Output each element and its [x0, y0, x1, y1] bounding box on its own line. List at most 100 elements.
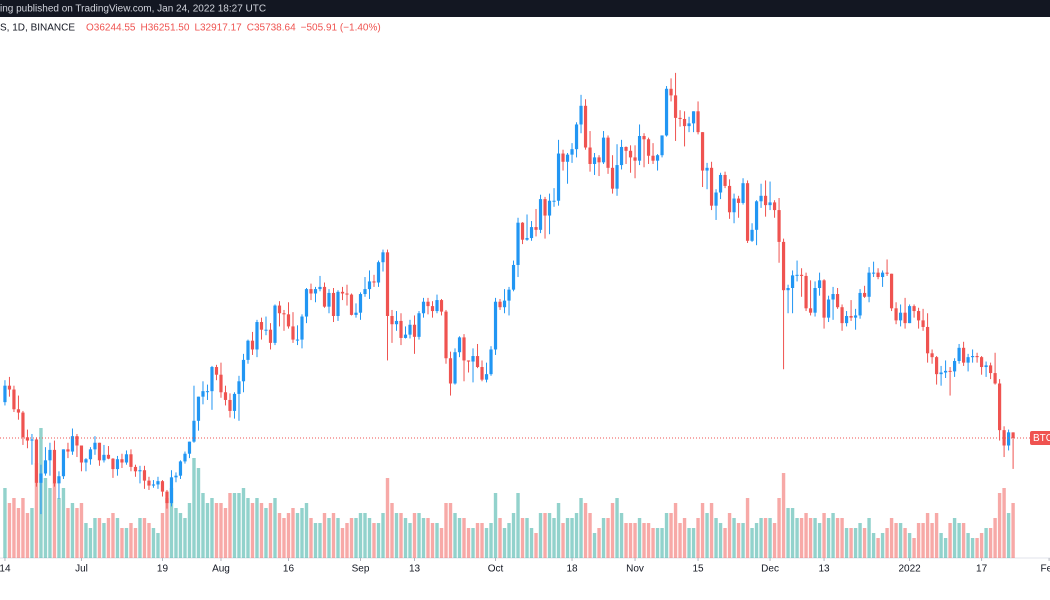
candle-body [822, 280, 826, 318]
volume-bar [601, 518, 606, 558]
candle-body [768, 202, 772, 206]
volume-bar [462, 518, 466, 558]
volume-bar [903, 528, 907, 558]
volume-bar [606, 518, 610, 558]
volume-bar [16, 508, 21, 558]
candle-body [471, 356, 475, 362]
volume-bar [862, 528, 867, 558]
volume-bar [313, 523, 318, 558]
volume-bar [201, 493, 205, 558]
volume-bar [475, 523, 480, 558]
x-tick-label: 13 [819, 564, 831, 575]
candle-body [1011, 432, 1015, 438]
volume-bar [561, 523, 565, 558]
volume-bar [930, 523, 934, 558]
candle-body [160, 481, 165, 492]
volume-bar [507, 523, 511, 558]
volume-bar [660, 528, 664, 558]
candle-body [727, 185, 732, 213]
volume-bar [520, 518, 525, 558]
candle-body [763, 195, 768, 206]
volume-bar [259, 503, 264, 558]
volume-bar [214, 503, 219, 558]
volume-bar [921, 523, 925, 558]
volume-bar [853, 528, 858, 558]
volume-bar [403, 518, 408, 558]
candle-body [714, 192, 718, 206]
volume-bar [183, 518, 187, 558]
candle-body [417, 313, 421, 337]
ohlc-label: −505.91 (−1.40%) [301, 23, 381, 34]
candle-body [88, 449, 93, 460]
volume-bar [340, 528, 345, 558]
candle-body [97, 442, 102, 461]
candle-body [678, 117, 682, 119]
x-tick-label: Feb [1040, 564, 1050, 575]
candle-body [300, 316, 304, 340]
candle-body [340, 291, 345, 294]
volume-bar [642, 523, 646, 558]
volume-bar [637, 518, 642, 558]
x-tick-label: Aug [212, 564, 230, 575]
x-tick-label: 13 [409, 564, 421, 575]
candle-body [817, 280, 822, 288]
candle-body [732, 198, 736, 213]
candle-body [1002, 430, 1006, 446]
candle-body [511, 264, 516, 290]
candle-body [318, 286, 322, 290]
volume-bar [255, 498, 259, 558]
volume-bar [219, 503, 223, 558]
candle-body [66, 449, 70, 452]
candle-body [169, 477, 174, 504]
candle-body [709, 167, 714, 206]
candle-body [34, 439, 39, 483]
volume-bar [804, 513, 808, 558]
volume-bar [295, 513, 300, 558]
volume-bar [529, 528, 534, 558]
candle-body [655, 155, 660, 161]
candle-body [187, 441, 192, 454]
candle-body [975, 356, 979, 358]
candle-body [862, 292, 867, 297]
candle-body [984, 365, 988, 368]
volume-bar [124, 528, 129, 558]
volume-bar [304, 503, 309, 558]
candle-body [534, 227, 538, 230]
volume-bar [457, 518, 462, 558]
volume-bar [156, 533, 160, 558]
candle-body [997, 383, 1002, 431]
candle-body [12, 389, 16, 410]
candle-body [70, 436, 75, 452]
volume-bar [700, 503, 705, 558]
candle-body [835, 294, 840, 308]
candle-body [790, 275, 795, 288]
volume-bar [466, 528, 471, 558]
candle-body [799, 274, 804, 276]
volume-bar [871, 533, 876, 558]
candle-body [592, 157, 597, 164]
candle-body [489, 349, 493, 375]
candle-body [858, 292, 862, 316]
volume-bar [664, 513, 669, 558]
candle-body [705, 167, 709, 171]
price-tag-label: BTC [1033, 433, 1050, 444]
volume-bar [264, 508, 268, 558]
candle-body [498, 301, 502, 308]
candle-body [151, 484, 156, 486]
volume-bar [889, 518, 894, 558]
volume-bar [691, 528, 696, 558]
candle-body [466, 360, 471, 362]
volume-bar [79, 503, 84, 558]
candle-body [196, 396, 201, 421]
candle-body [43, 460, 48, 474]
candle-body [849, 315, 853, 318]
candle-body [543, 199, 547, 216]
candle-body [930, 353, 934, 358]
candle-body [138, 470, 142, 472]
x-tick-label: 2022 [898, 564, 921, 575]
candle-body [273, 305, 277, 343]
candle-body [502, 300, 507, 308]
candle-body [412, 324, 417, 337]
candle-body [520, 222, 525, 240]
volume-bar [835, 518, 840, 558]
